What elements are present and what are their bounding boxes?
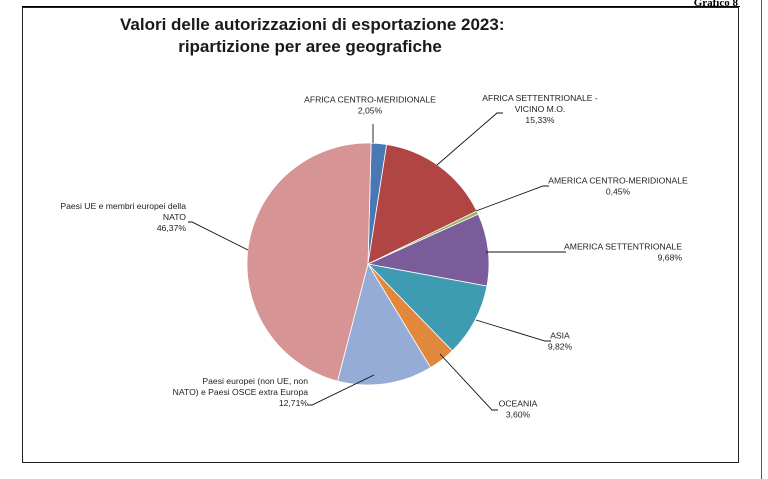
slice-name-label: NATO) e Paesi OSCE extra Europa <box>173 387 309 397</box>
pie-slice <box>366 263 488 352</box>
leader-line <box>439 353 498 411</box>
slice-value-label: 12,71% <box>279 398 309 408</box>
slice-name-label: Paesi europei (non UE, non <box>202 376 308 386</box>
slice-name-label: AFRICA CENTRO-MERIDIONALE <box>304 95 436 105</box>
leader-line <box>475 185 549 212</box>
leader-line <box>308 374 375 406</box>
slice-name-label: NATO <box>163 212 186 222</box>
slice-value-label: 0,45% <box>606 187 631 197</box>
slice-name-label: ASIA <box>550 331 570 341</box>
slice-value-label: 3,60% <box>506 410 531 420</box>
pie-slice <box>367 143 478 265</box>
leader-line <box>188 221 249 251</box>
slice-name-label: AMERICA CENTRO-MERIDIONALE <box>548 176 688 186</box>
slice-value-label: 2,05% <box>358 106 383 116</box>
slice-name-label: Paesi UE e membri europei della <box>60 201 186 211</box>
pie-slice <box>337 262 432 386</box>
slice-name-label: AMERICA SETTENTRIONALE <box>564 242 682 252</box>
chart-number-label: Grafico 8 <box>693 0 738 9</box>
slice-name-label: AFRICA SETTENTRIONALE - <box>482 93 598 103</box>
slice-name-label: OCEANIA <box>499 399 538 409</box>
leader-line <box>475 319 551 342</box>
right-edge-line <box>761 0 762 479</box>
slice-value-label: 9,68% <box>658 253 683 263</box>
top-rule <box>22 6 740 7</box>
leader-line <box>436 112 503 166</box>
chart-title-line-1: Valori delle autorizzazioni di esportazi… <box>120 15 505 34</box>
pie-slice <box>366 213 490 287</box>
pie-slice <box>246 142 372 382</box>
slice-value-label: 9,82% <box>548 342 573 352</box>
slice-value-label: 46,37% <box>157 223 187 233</box>
chart-title: Valori delle autorizzazioni di esportazi… <box>120 14 505 58</box>
slice-value-label: 15,33% <box>525 115 555 125</box>
chart-title-line-2: ripartizione per aree geografiche <box>178 37 442 56</box>
slice-name-label: VICINO M.O. <box>515 104 566 114</box>
